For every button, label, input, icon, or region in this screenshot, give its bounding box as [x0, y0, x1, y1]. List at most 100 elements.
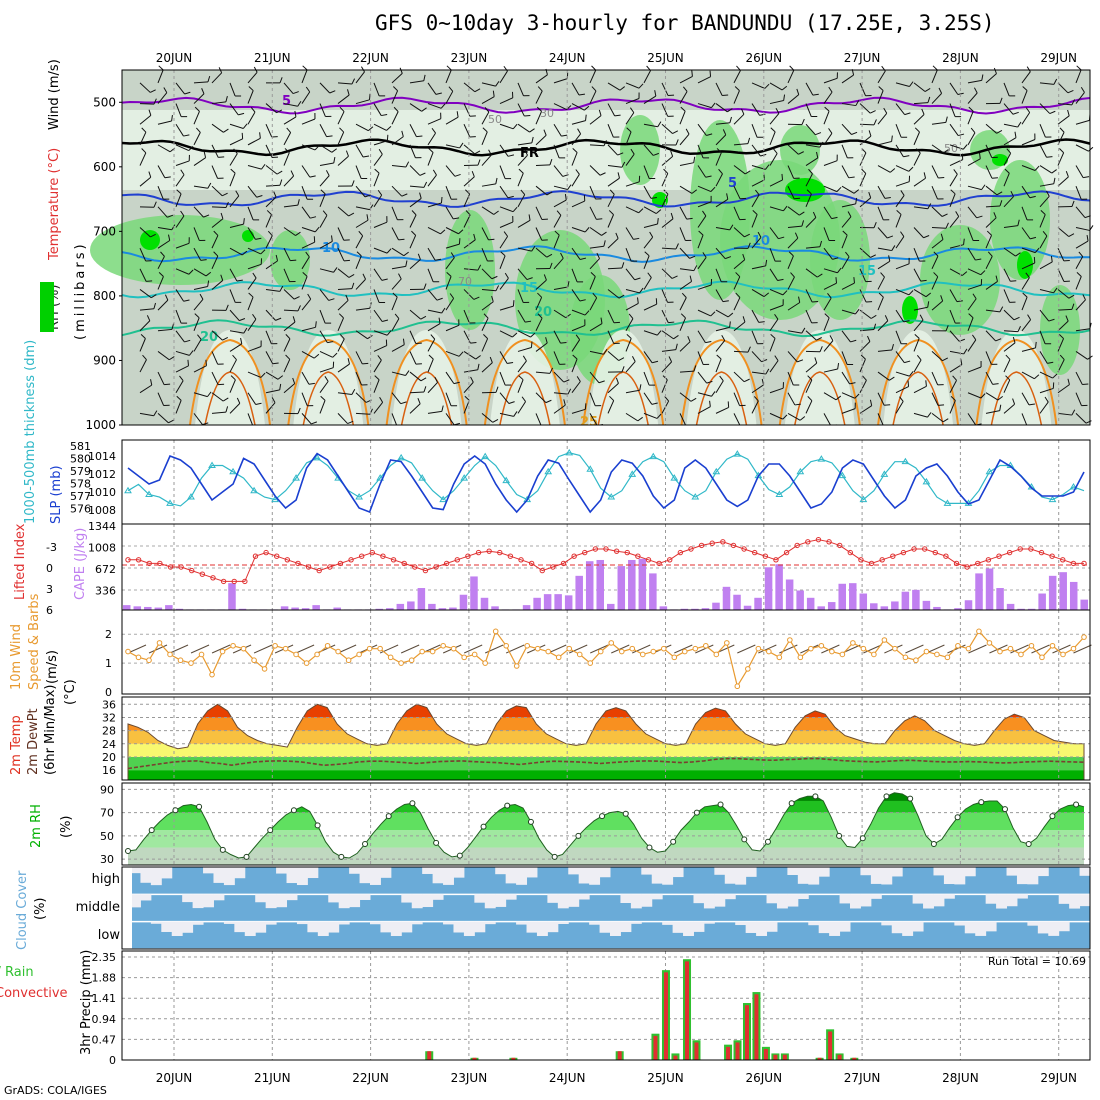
wind-barb [301, 227, 316, 233]
wind-barb-flag [716, 148, 722, 153]
wind-barb [787, 206, 800, 216]
cloud-clear-segment [255, 921, 267, 933]
cape-bar [470, 576, 478, 610]
wind-barb-flag [614, 114, 621, 117]
wind-barb [139, 412, 154, 417]
wind-barb-flag [884, 197, 891, 199]
wind-speed-marker [524, 642, 531, 649]
wind-barb [985, 309, 1000, 313]
wind-speed-marker [198, 651, 205, 658]
wind-barb-flag [203, 214, 210, 218]
wind-barb [661, 103, 669, 117]
wind-barb [805, 362, 818, 373]
wind-barb [611, 644, 630, 654]
wind-barb-flag [203, 151, 207, 158]
wind-barb [319, 350, 333, 358]
wind-barb-flag [339, 127, 345, 133]
cape-bar [996, 588, 1004, 610]
wind-speed-marker [671, 654, 678, 661]
cloud-clear-segment [672, 921, 684, 933]
contour-label: 10 [322, 241, 340, 256]
wind-barb [625, 227, 634, 240]
rh-axis-title: 2m RH [29, 804, 44, 848]
wind-speed-marker [660, 645, 667, 652]
wind-barb-flag [168, 419, 174, 424]
wind-barb-flag [141, 148, 147, 154]
wind-barb-flag [891, 135, 893, 142]
wind-barb [175, 242, 190, 249]
wind-barb [229, 123, 244, 129]
wind-barb [319, 241, 333, 249]
lifted-index-marker [263, 549, 269, 556]
wind-barb [391, 247, 405, 257]
wind-barb [481, 131, 488, 146]
wind-barb [355, 123, 369, 132]
rh-marker [290, 807, 297, 814]
wind-barb [1057, 359, 1065, 373]
wind-barb [1021, 139, 1036, 146]
wind-barb-flag [311, 421, 318, 425]
wind-speed-marker [839, 651, 846, 658]
wind-barb-flag [579, 299, 586, 302]
lifted-index-marker [507, 553, 514, 559]
wind-barb [535, 297, 543, 311]
top-date-label: 28JUN [942, 51, 979, 65]
wind-barb-flag [682, 86, 688, 92]
cloud-clear-segment [432, 867, 444, 884]
wind-barb-flag [1012, 398, 1016, 405]
wind-barb [409, 185, 424, 188]
wind-barb-flag [1042, 230, 1048, 237]
cloud-clear-segment [954, 921, 966, 926]
wind-barb [877, 206, 884, 221]
thickness-marker [355, 493, 364, 500]
wind-barb [463, 214, 471, 228]
wind-speed-marker [597, 648, 604, 655]
wind-barb [1021, 227, 1031, 240]
wind-barb-flag [980, 393, 986, 399]
rh-bright-area [652, 192, 668, 208]
wind-barb-flag [405, 260, 408, 267]
wind-barb-flag [392, 86, 398, 92]
wind-barb [697, 257, 707, 270]
wind-barb-flag [440, 229, 446, 235]
wind-barb [877, 185, 886, 199]
wind-speed-marker [934, 651, 940, 658]
wind-barb-flag [999, 200, 1003, 207]
thickness-marker [124, 486, 132, 494]
wind-barb [715, 152, 722, 166]
wind-barb [1075, 69, 1082, 84]
wind-speed-marker [482, 660, 488, 666]
wind-barb-flag [440, 103, 446, 109]
cloud-clear-segment [735, 921, 747, 926]
wind-barb-flag [441, 307, 446, 314]
wind-barb [301, 392, 308, 406]
wind-barb [967, 413, 977, 426]
wind-barb-flag [831, 216, 838, 220]
wind-barb-flag [765, 368, 770, 375]
wind-barb [553, 392, 568, 395]
lifted-index-marker [953, 560, 960, 567]
wind-barb-flag [362, 155, 370, 158]
bottom-date-label: 29JUN [1040, 1071, 1077, 1085]
wind-barb-flag [1005, 375, 1011, 381]
wind-barb [895, 401, 904, 414]
temperature-30-contour [695, 371, 748, 426]
wind-barb [373, 359, 382, 373]
wind-barb [481, 154, 492, 166]
wind-barb [758, 644, 777, 654]
wind-barb-flag [261, 163, 266, 170]
rh-tick-label: 90 [100, 783, 114, 796]
wind-barb-flag [543, 274, 547, 281]
wind-barb-flag [999, 404, 1002, 411]
wind-barb [193, 339, 202, 352]
wind-barb-flag [153, 410, 158, 416]
lifted-index-marker [1060, 557, 1066, 563]
lifted-index-marker [157, 560, 163, 567]
wind-barb [499, 97, 513, 105]
wind-barb-flag [546, 253, 553, 258]
wind-barb [913, 206, 928, 210]
wind-barb-flag [709, 70, 712, 77]
wind-barb [625, 361, 636, 373]
cloud-clear-segment [578, 867, 590, 884]
wind-barb [301, 186, 308, 200]
